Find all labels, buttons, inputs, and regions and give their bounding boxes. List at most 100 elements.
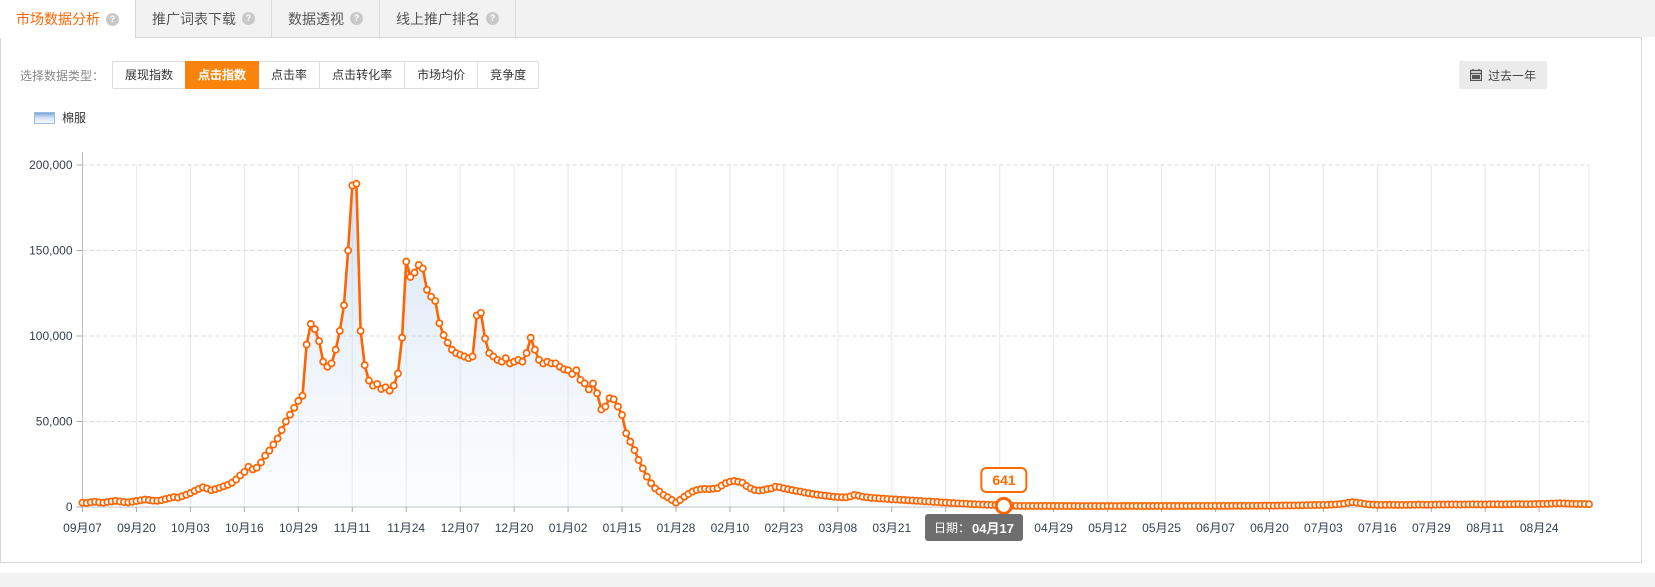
data-point — [468, 352, 477, 361]
value-tooltip: 641 — [980, 467, 1028, 493]
data-point — [269, 440, 278, 449]
data-point — [261, 451, 270, 460]
data-type-filter-row: 选择数据类型： 展现指数 点击指数 点击率 点击转化率 市场均价 竞争度 — [20, 61, 540, 89]
btn-click-rate[interactable]: 点击率 — [258, 61, 321, 89]
data-point — [240, 467, 249, 476]
tab-label: 数据透视 — [288, 10, 344, 27]
series-area-fill — [82, 183, 1589, 508]
data-point — [431, 296, 440, 305]
data-type-button-group: 展现指数 点击指数 点击率 点击转化率 市场均价 竞争度 — [112, 61, 540, 89]
x-axis-tick-label: 08月24 — [1520, 521, 1559, 535]
help-question-icon[interactable]: ? — [242, 12, 255, 25]
btn-impression-index[interactable]: 展现指数 — [112, 61, 187, 89]
x-axis-tick-label: 06月20 — [1250, 521, 1289, 535]
series-legend[interactable]: 棉服 — [34, 109, 86, 126]
x-axis-tick-label: 05月25 — [1142, 521, 1181, 535]
data-point — [423, 285, 431, 294]
x-axis-tick-label: 07月03 — [1304, 521, 1343, 535]
data-point — [340, 301, 348, 310]
data-point — [572, 366, 581, 375]
x-axis-tick-label: 03月21 — [872, 521, 911, 535]
data-type-label: 选择数据类型： — [20, 68, 105, 83]
data-point — [580, 379, 589, 388]
x-axis-tick-label: 08月11 — [1466, 521, 1504, 535]
data-point — [306, 320, 315, 328]
data-point — [389, 381, 398, 390]
data-point — [398, 333, 407, 342]
data-point — [642, 472, 651, 481]
btn-click-conversion-rate[interactable]: 点击转化率 — [319, 61, 406, 89]
tab-market-data-analysis[interactable]: 市场数据分析? — [0, 0, 136, 38]
data-point — [476, 308, 485, 317]
data-point — [352, 179, 361, 188]
data-point — [385, 386, 394, 395]
x-axis-tick-label: 02月10 — [711, 521, 750, 535]
data-point — [601, 402, 610, 411]
data-point — [373, 379, 382, 388]
calendar-icon — [1470, 69, 1482, 81]
data-point — [290, 403, 299, 412]
data-point — [327, 359, 336, 368]
data-point — [418, 264, 427, 273]
x-axis-tick-label: 09月20 — [117, 521, 156, 535]
data-point — [265, 446, 274, 455]
past-year-range-button[interactable]: 过去一年 — [1459, 61, 1548, 89]
hovered-data-point[interactable] — [994, 496, 1013, 515]
data-point — [273, 434, 282, 443]
data-point — [609, 395, 618, 404]
data-point — [310, 325, 319, 334]
data-point — [252, 463, 261, 472]
data-point — [360, 361, 369, 370]
x-axis-tick-label: 05月12 — [1088, 521, 1127, 535]
x-axis-tick-label: 07月16 — [1358, 521, 1397, 535]
x-axis-tick-label: 06月07 — [1196, 521, 1235, 535]
btn-market-avg-price[interactable]: 市场均价 — [404, 61, 479, 89]
trend-chart[interactable]: 0 50,000 100,000 150,000 200,000 09月07 09月20 10… — [0, 140, 1642, 552]
data-point — [364, 376, 373, 385]
tab-label: 市场数据分析 — [16, 11, 100, 27]
help-question-icon[interactable]: ? — [106, 12, 119, 26]
data-point — [356, 326, 365, 335]
data-point — [335, 326, 344, 335]
x-axis-tick-label: 12月20 — [495, 521, 534, 535]
x-axis-tick-label: 09月07 — [63, 521, 102, 535]
data-point — [319, 357, 328, 366]
tab-bar: 市场数据分析? 推广词表下载? 数据透视? 线上推广排名? — [0, 0, 1655, 38]
tab-online-promo-ranking[interactable]: 线上推广排名? — [380, 0, 516, 37]
x-axis-tick-label: 10月16 — [225, 521, 264, 535]
x-axis-tick-label: 11月24 — [387, 521, 425, 535]
data-point — [647, 479, 656, 488]
data-point — [331, 345, 340, 354]
data-point — [481, 334, 490, 343]
tab-label: 线上推广排名 — [396, 10, 480, 27]
y-axis-tick-label: 200,000 — [29, 158, 73, 172]
data-point — [294, 397, 303, 405]
x-axis-tick-label: 12月07 — [441, 521, 480, 535]
data-point — [344, 246, 353, 255]
data-point — [522, 349, 531, 358]
data-point — [618, 411, 626, 419]
x-axis-tick-label: 01月02 — [549, 521, 588, 535]
x-axis-tick-label: 10月29 — [279, 521, 318, 535]
data-point — [593, 389, 602, 398]
data-point — [634, 456, 643, 464]
x-axis-tick-label: 01月15 — [603, 521, 642, 535]
data-point — [435, 319, 444, 328]
x-axis-tick-label: 01月28 — [657, 521, 696, 535]
data-point — [257, 458, 265, 467]
data-point — [638, 464, 647, 473]
help-question-icon[interactable]: ? — [486, 12, 499, 25]
x-axis-tick-label: 11月11 — [334, 521, 371, 535]
data-point — [443, 338, 452, 347]
legend-series-name: 棉服 — [62, 111, 87, 125]
data-point — [315, 337, 324, 346]
data-point — [439, 331, 448, 340]
btn-click-index[interactable]: 点击指数 — [185, 61, 260, 89]
y-axis-tick-label: 150,000 — [29, 244, 73, 258]
data-point — [302, 340, 311, 349]
tab-data-pivot[interactable]: 数据透视? — [272, 0, 380, 37]
btn-competition[interactable]: 竞争度 — [477, 61, 540, 89]
help-question-icon[interactable]: ? — [350, 12, 363, 25]
data-point — [613, 402, 622, 411]
tab-promo-wordlist-download[interactable]: 推广词表下载? — [136, 0, 272, 37]
